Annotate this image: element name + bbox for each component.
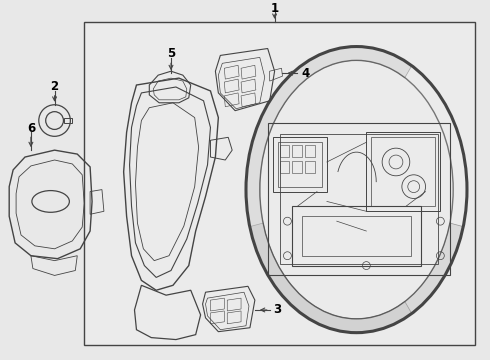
Bar (268, 122, 450, 275)
Bar (279, 134, 439, 264)
Bar (293, 161, 302, 173)
Text: 5: 5 (167, 47, 175, 60)
Bar (371, 137, 436, 206)
Bar (272, 137, 327, 192)
Text: 1: 1 (270, 1, 279, 14)
Bar (302, 216, 411, 256)
Bar (279, 145, 290, 157)
Bar (305, 161, 315, 173)
Bar (84, 22, 475, 345)
Bar (65, 118, 73, 123)
Text: 3: 3 (273, 303, 282, 316)
Bar (293, 206, 420, 266)
Text: 6: 6 (27, 122, 35, 135)
Polygon shape (250, 223, 463, 333)
Text: 4: 4 (301, 67, 309, 80)
Bar (367, 132, 441, 211)
Bar (279, 161, 290, 173)
Bar (305, 145, 315, 157)
Polygon shape (246, 47, 412, 332)
Text: 2: 2 (50, 81, 59, 94)
Bar (277, 142, 322, 186)
Bar (293, 145, 302, 157)
